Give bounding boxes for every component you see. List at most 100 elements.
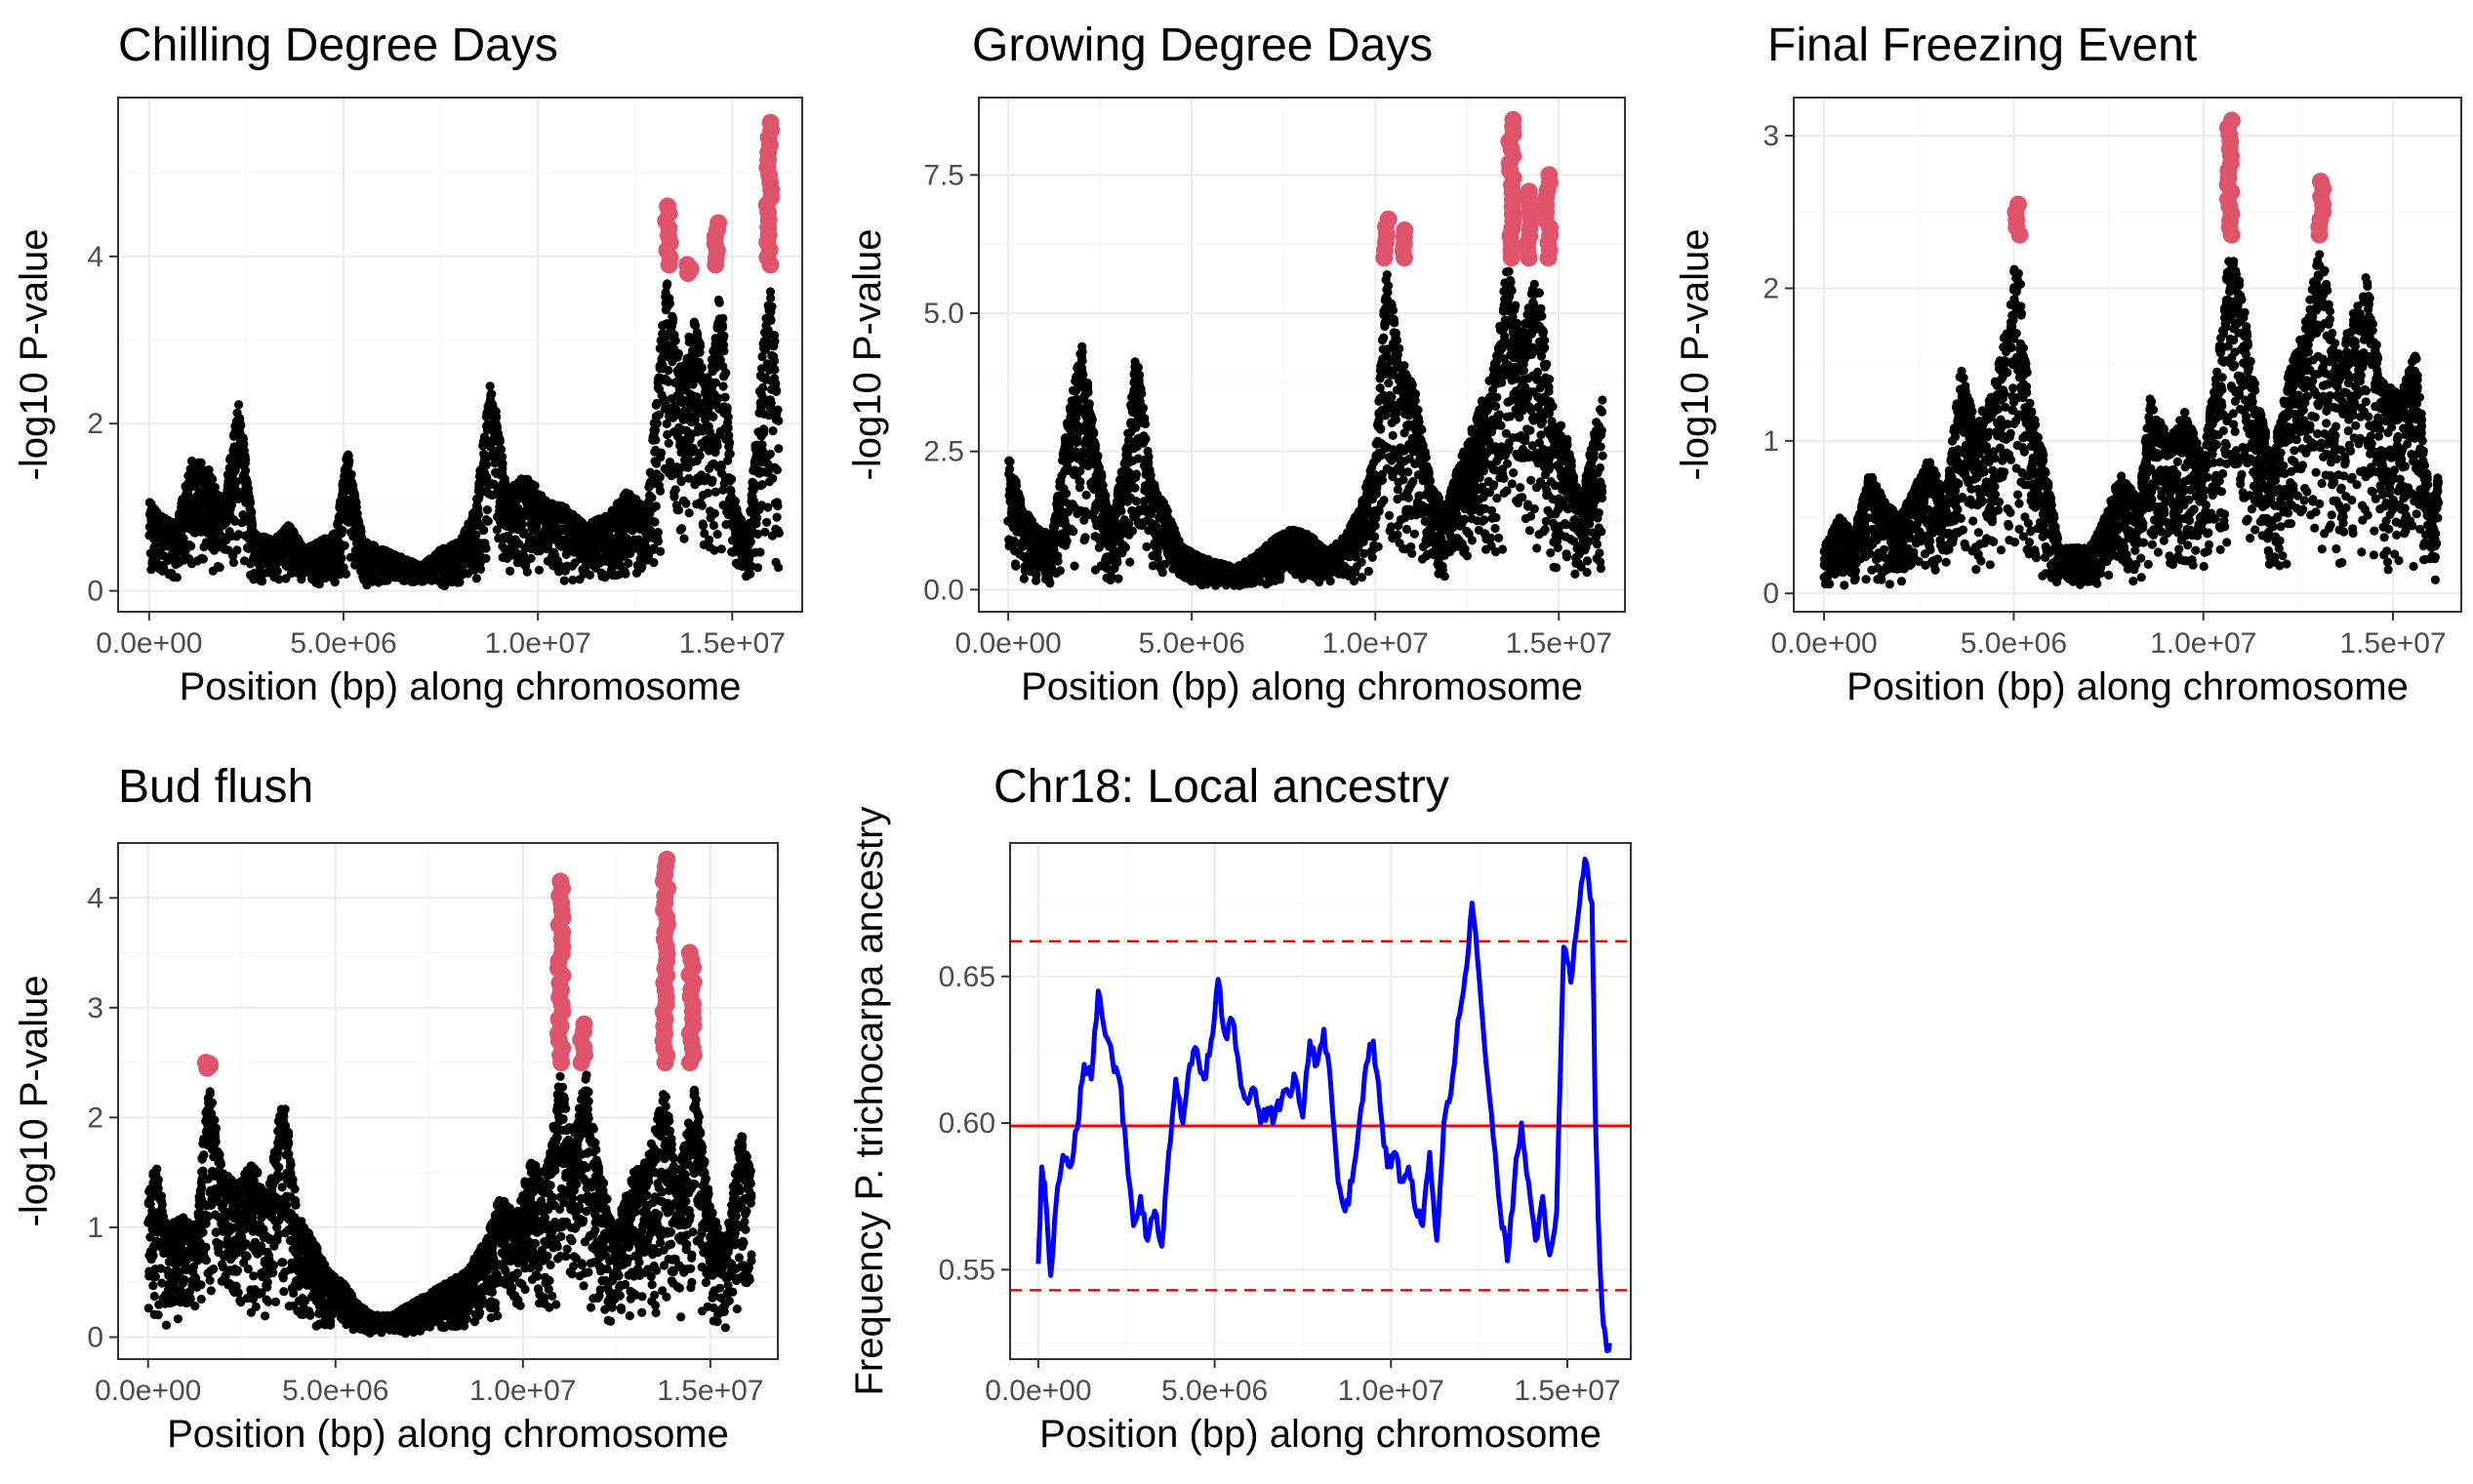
data-point [721,368,731,378]
data-point [1045,579,1055,588]
data-point [718,381,728,391]
data-point [652,419,662,428]
data-point [703,488,713,498]
data-point [653,537,664,546]
data-point [498,459,507,468]
data-point [1141,434,1151,444]
data-point [664,365,673,376]
data-point [210,482,220,493]
data-point [1133,362,1143,373]
data-point [695,341,706,351]
x-tick-label: 5.0e+06 [290,627,396,660]
data-point [755,547,765,557]
data-point [1083,387,1093,397]
data-point [669,314,678,324]
data-point [1101,491,1111,501]
data-point [770,337,780,346]
data-point [766,315,776,325]
data-point [337,553,346,563]
data-point [723,412,733,421]
data-point [471,574,481,583]
data-point [673,348,684,359]
data-point [526,553,536,563]
data-point [1089,428,1099,438]
x-tick-label: 1.0e+07 [485,627,591,660]
data-point [714,298,724,307]
data-point [1077,347,1087,357]
data-point [1140,419,1151,429]
data-point [651,435,661,445]
data-point [679,534,689,543]
data-point [1069,527,1078,537]
x-tick-label: 1.5e+07 [679,627,786,660]
data-point [624,558,633,569]
data-point [186,541,196,551]
data-point [725,438,735,448]
data-point [482,505,492,515]
points-series [144,262,784,591]
data-point [183,486,193,496]
data-point [649,558,659,568]
data-point [767,302,777,312]
data-point [727,474,737,484]
data-point [215,563,224,573]
data-point [559,576,569,585]
data-point [773,405,783,415]
data-point [774,528,784,539]
data-point [770,365,780,375]
data-point [763,502,773,512]
data-point [1077,356,1087,366]
data-point [665,299,675,308]
data-point [483,516,493,526]
data-point [1135,370,1145,380]
data-point [718,313,728,323]
data-point [684,508,694,518]
data-point [759,428,769,438]
data-point [1016,495,1026,504]
data-point [230,516,240,527]
panel-title: Chilling Degree Days [118,20,558,71]
data-point [1162,506,1172,516]
data-point [172,573,182,582]
data-point [772,512,782,522]
data-point [1055,566,1065,576]
data-point [768,426,778,436]
data-point [247,520,258,530]
data-point [664,438,673,448]
data-point [1113,557,1122,568]
data-point [1120,542,1130,552]
data-point [697,363,708,373]
data-point [647,493,657,502]
data-point [670,336,680,345]
data-point [709,520,719,531]
data-point [712,530,722,540]
data-point [774,444,784,454]
data-point [496,445,507,455]
data-point [655,472,665,482]
data-point [673,505,684,515]
data-point [517,519,527,530]
data-layer [144,113,784,591]
data-point [1070,561,1079,571]
data-point [1138,403,1149,413]
data-point [247,507,257,517]
data-point [769,356,780,366]
data-point [234,400,244,410]
data-point [758,382,768,393]
data-point [725,449,735,459]
data-point [1075,477,1085,487]
data-point [530,481,540,491]
data-point [1084,399,1094,409]
significant-point [709,214,728,232]
data-point [766,293,776,303]
data-point [656,546,666,556]
data-point [492,412,502,422]
data-point [475,564,486,575]
data-point [651,501,661,511]
data-point [719,331,729,341]
data-point [723,422,733,433]
data-point [481,460,491,470]
data-point [1131,469,1141,479]
data-point [1062,537,1072,546]
